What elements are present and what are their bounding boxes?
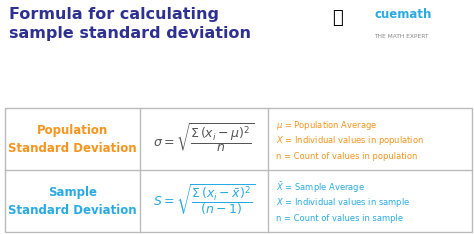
Text: $X$ = Individual values in sample: $X$ = Individual values in sample	[276, 197, 410, 209]
Text: $S = \sqrt{\dfrac{\Sigma\,(x_i - \bar{x})^2}{(n - 1)}}$: $S = \sqrt{\dfrac{\Sigma\,(x_i - \bar{x}…	[153, 183, 255, 218]
Text: Formula for calculating
sample standard deviation: Formula for calculating sample standard …	[9, 7, 252, 41]
Text: THE MATH EXPERT: THE MATH EXPERT	[374, 34, 429, 39]
Text: cuemath: cuemath	[374, 8, 432, 21]
Text: n = Count of values in sample: n = Count of values in sample	[276, 214, 403, 223]
Text: Sample: Sample	[48, 186, 97, 199]
Text: 🚀: 🚀	[332, 9, 343, 27]
Text: $X$ = Individual values in population: $X$ = Individual values in population	[276, 135, 424, 147]
Text: Population: Population	[36, 124, 108, 137]
Text: Standard Deviation: Standard Deviation	[8, 204, 137, 216]
Text: n = Count of values in population: n = Count of values in population	[276, 152, 418, 161]
Text: $\bar{X}$ = Sample Average: $\bar{X}$ = Sample Average	[276, 180, 365, 195]
Text: Standard Deviation: Standard Deviation	[8, 142, 137, 154]
Text: $\mu$ = Population Average: $\mu$ = Population Average	[276, 119, 378, 132]
Bar	[5, 108, 472, 232]
Text: $\sigma = \sqrt{\dfrac{\Sigma\,(x_i - \mu)^2}{n}}$: $\sigma = \sqrt{\dfrac{\Sigma\,(x_i - \m…	[153, 122, 255, 155]
